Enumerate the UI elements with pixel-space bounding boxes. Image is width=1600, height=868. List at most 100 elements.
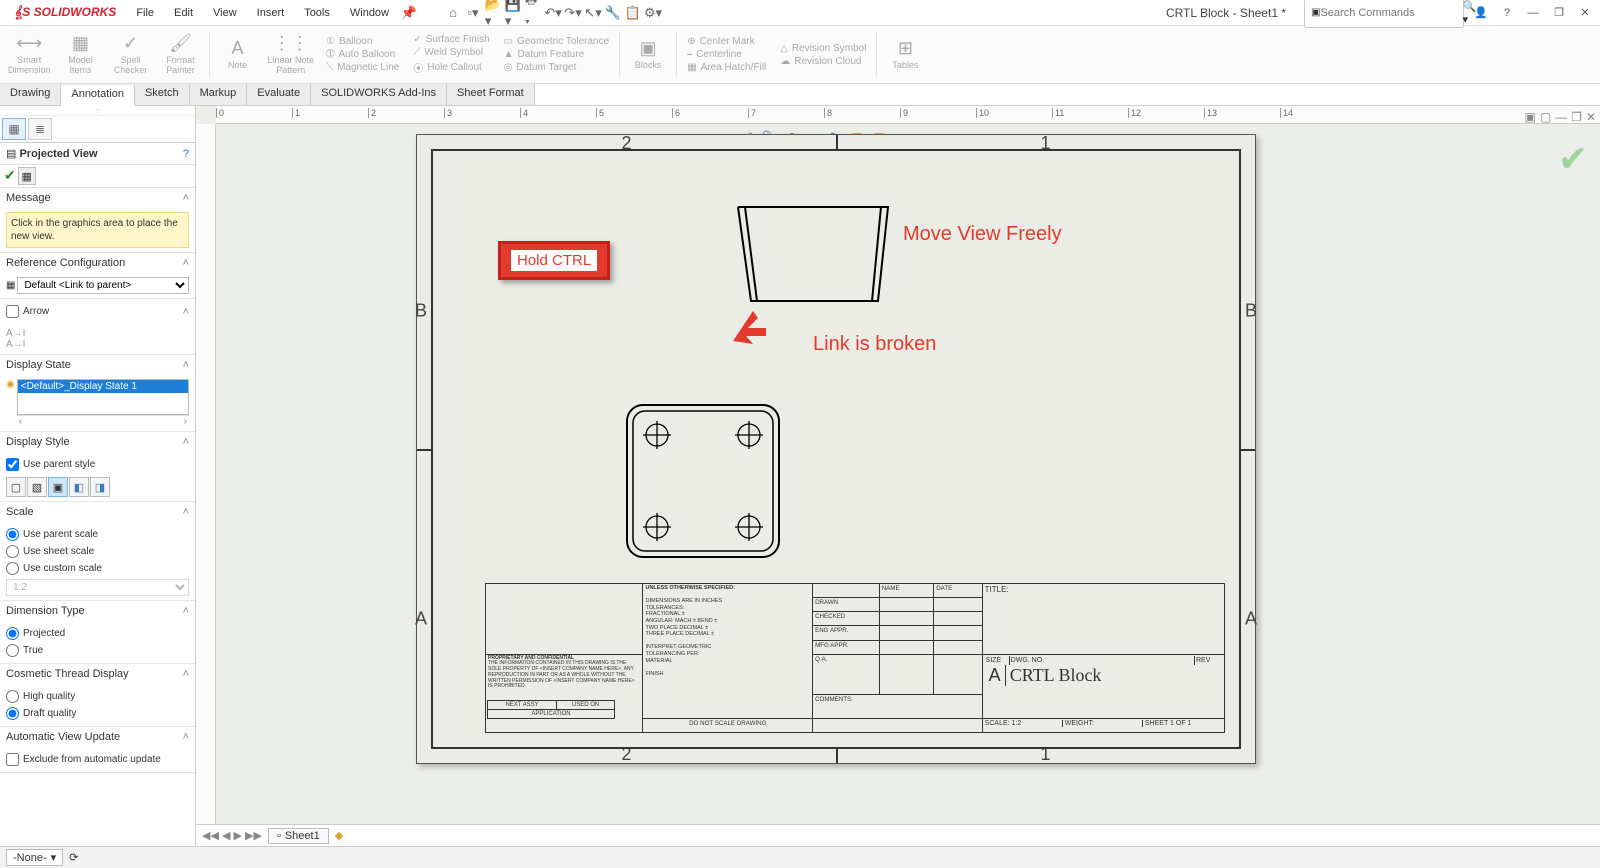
projected-view-top[interactable]	[733, 205, 893, 305]
user-icon[interactable]: 👤	[1472, 4, 1490, 22]
drawing-sheet[interactable]: 2 1 2 1 B A B A	[416, 134, 1256, 764]
pm-cosmetic-head[interactable]: Cosmetic Thread Display˄	[0, 664, 195, 684]
dimtype-true-radio[interactable]	[6, 644, 19, 657]
ribbon-smart-dimension[interactable]: ⟷Smart Dimension	[4, 28, 55, 81]
ribbon-note[interactable]: ANote	[214, 28, 262, 81]
tab-sheetformat[interactable]: Sheet Format	[447, 84, 535, 105]
help-icon[interactable]: ?	[1498, 4, 1516, 22]
style-shaded[interactable]: ◨	[90, 477, 110, 497]
style-hidden[interactable]: ▧	[27, 477, 47, 497]
viewport-icon2[interactable]: ▢	[1540, 110, 1551, 124]
dimtype-projected-radio[interactable]	[6, 627, 19, 640]
close-icon[interactable]: ✕	[1576, 4, 1594, 22]
ribbon-centerline[interactable]: ⎯ Centerline	[687, 49, 766, 60]
pm-help-icon[interactable]: ?	[183, 148, 189, 160]
pm-dispstate-list[interactable]: <Default>_Display State 1	[17, 379, 189, 415]
new-icon[interactable]: ▫▾	[465, 5, 481, 21]
ribbon-weld[interactable]: ⟋ Weld Symbol	[413, 47, 489, 58]
scale-sheet-radio[interactable]	[6, 545, 19, 558]
ribbon-revcloud[interactable]: ☁ Revision Cloud	[780, 56, 866, 67]
add-sheet-icon[interactable]: ◆	[335, 829, 343, 842]
menu-file[interactable]: File	[128, 3, 162, 23]
open-icon[interactable]: 📂▾	[485, 5, 501, 21]
tab-sketch[interactable]: Sketch	[135, 84, 190, 105]
sheet-tab[interactable]: ▫ Sheet1	[268, 828, 329, 844]
settings-icon[interactable]: ⚙▾	[645, 5, 661, 21]
menu-window[interactable]: Window	[342, 3, 397, 23]
viewport-maximize-icon[interactable]: ❐	[1571, 110, 1582, 124]
ribbon-surface[interactable]: ✓ Surface Finish	[413, 34, 489, 45]
ribbon-areahatch[interactable]: ▦ Area Hatch/Fill	[687, 62, 766, 73]
pm-ok-button[interactable]: ✔	[4, 167, 16, 185]
tab-evaluate[interactable]: Evaluate	[247, 84, 311, 105]
pm-tab-feature[interactable]: ▦	[2, 118, 26, 140]
pm-dimtype-head[interactable]: Dimension Type˄	[0, 601, 195, 621]
search-input[interactable]	[1320, 7, 1462, 19]
style-shaded-edges[interactable]: ◧	[69, 477, 89, 497]
exclude-check[interactable]	[6, 753, 19, 766]
tab-annotation[interactable]: Annotation	[61, 85, 135, 106]
search-commands[interactable]: ▣ 🔍▾	[1304, 0, 1464, 28]
pm-dispstate-head[interactable]: Display State˄	[0, 355, 195, 375]
pm-dispstate-item[interactable]: <Default>_Display State 1	[18, 380, 188, 393]
home-icon[interactable]: ⌂	[445, 5, 461, 21]
tab-nav-icon[interactable]: ◀◀ ◀ ▶ ▶▶	[202, 829, 262, 842]
rebuild-icon[interactable]: 🔧	[605, 5, 621, 21]
confirm-check-icon[interactable]: ✔	[1558, 138, 1588, 180]
ribbon-tables[interactable]: ⊞Tables	[881, 28, 929, 81]
ribbon-hole[interactable]: ⦿ Hole Callout	[413, 60, 489, 75]
pm-refconfig-head[interactable]: Reference Configuration˄	[0, 253, 195, 273]
drawing-view-front[interactable]	[623, 401, 783, 561]
viewport-icon[interactable]: ▣	[1524, 110, 1535, 124]
viewport-minimize-icon[interactable]: —	[1555, 110, 1567, 124]
tab-drawing[interactable]: Drawing	[0, 84, 61, 105]
ribbon-blocks[interactable]: ▣Blocks	[624, 28, 672, 81]
restore-icon[interactable]: ❐	[1550, 4, 1568, 22]
print-icon[interactable]: 🖶▾	[525, 5, 541, 21]
ribbon-balloon[interactable]: ① Balloon	[326, 36, 399, 47]
style-wireframe[interactable]: ▢	[6, 477, 26, 497]
pm-refconfig-select[interactable]: Default <Link to parent>	[17, 277, 189, 294]
ribbon-model-items[interactable]: ▦Model Items	[57, 28, 105, 81]
menu-edit[interactable]: Edit	[166, 3, 201, 23]
cosmetic-high-radio[interactable]	[6, 690, 19, 703]
menu-tools[interactable]: Tools	[296, 3, 338, 23]
viewport-close-icon[interactable]: ✕	[1586, 110, 1596, 124]
pm-message-head[interactable]: Message˄	[0, 188, 195, 208]
undo-icon[interactable]: ↶▾	[545, 5, 561, 21]
ribbon-centermark[interactable]: ⊕ Center Mark	[687, 36, 766, 47]
ribbon-format-painter[interactable]: 🖌Format Painter	[157, 28, 205, 81]
tab-markup[interactable]: Markup	[190, 84, 248, 105]
tab-addins[interactable]: SOLIDWORKS Add-Ins	[311, 84, 447, 105]
pm-parentstyle-check[interactable]	[6, 458, 19, 471]
scale-custom-radio[interactable]	[6, 562, 19, 575]
style-hlr[interactable]: ▣	[48, 477, 68, 497]
ribbon-magnetic[interactable]: ⟍ Magnetic Line	[326, 62, 399, 73]
pm-arrow-check[interactable]	[6, 305, 19, 318]
ribbon-auto-balloon[interactable]: ➀ Auto Balloon	[326, 49, 399, 60]
menu-insert[interactable]: Insert	[249, 3, 293, 23]
cosmetic-draft-radio[interactable]	[6, 707, 19, 720]
ribbon-revsym[interactable]: △ Revision Symbol	[780, 43, 866, 54]
pm-scale-head[interactable]: Scale˄	[0, 502, 195, 522]
pm-dispstyle-head[interactable]: Display Style˄	[0, 432, 195, 452]
pm-tab-property[interactable]: ≣	[28, 118, 52, 140]
status-icon[interactable]: ⟳	[69, 851, 78, 864]
ribbon-spell-checker[interactable]: ✓Spell Checker	[107, 28, 155, 81]
ribbon-datumf[interactable]: ▲ Datum Feature	[504, 49, 610, 60]
pm-arrow-head[interactable]: Arrow ˄	[0, 299, 195, 324]
options-icon[interactable]: 📋	[625, 5, 641, 21]
ribbon-datumt[interactable]: ◎ Datum Target	[504, 62, 610, 73]
layer-select[interactable]: -None- ▾	[6, 849, 63, 866]
menu-pin-icon[interactable]: 📌	[401, 5, 417, 21]
scale-parent-radio[interactable]	[6, 528, 19, 541]
minimize-icon[interactable]: —	[1524, 4, 1542, 22]
ribbon-linear-note[interactable]: ⋮⋮Linear Note Pattern	[264, 28, 319, 81]
redo-icon[interactable]: ↷▾	[565, 5, 581, 21]
pm-pushpin-icon[interactable]: ▦	[18, 167, 36, 185]
save-icon[interactable]: 💾▾	[505, 5, 521, 21]
menu-view[interactable]: View	[205, 3, 245, 23]
graphics-area[interactable]: 01234567891011121314 ▣ ▢ — ❐ ✕ ✔ ⤢ 🔍 ↶ ✂…	[196, 106, 1600, 846]
select-icon[interactable]: ↖▾	[585, 5, 601, 21]
pm-autoupdate-head[interactable]: Automatic View Update˄	[0, 727, 195, 747]
